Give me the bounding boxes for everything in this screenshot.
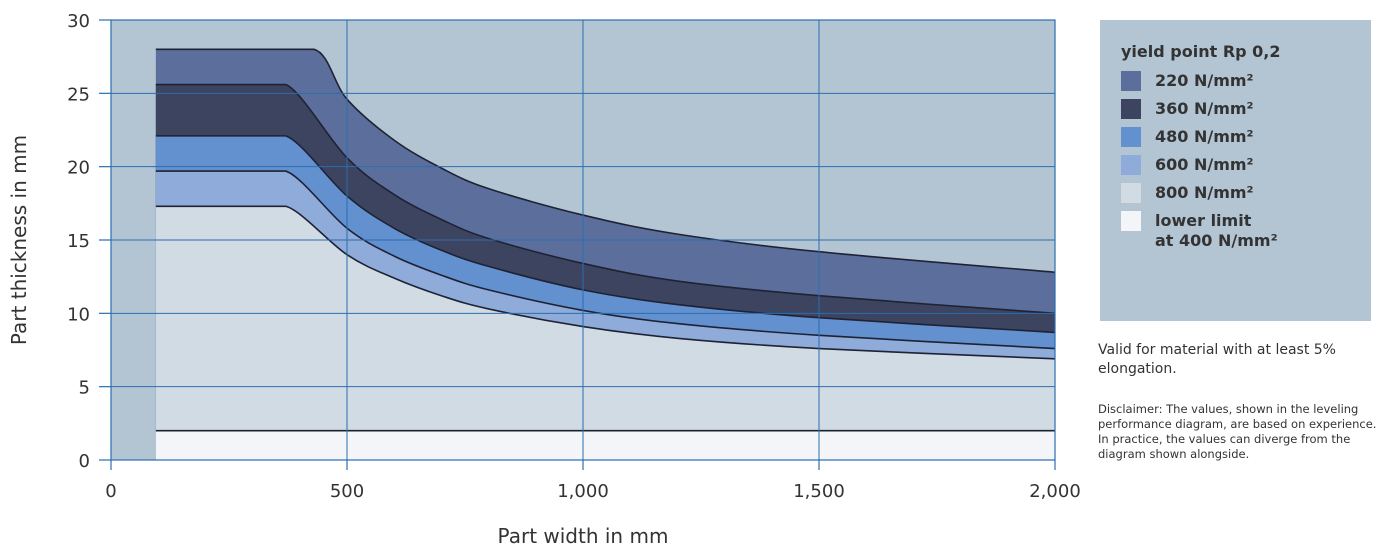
- legend-label: 480 N/mm²: [1155, 127, 1254, 146]
- legend-label: 800 N/mm²: [1155, 183, 1254, 202]
- x-tick-label: 1,000: [557, 481, 609, 502]
- y-tick-label: 25: [67, 84, 90, 105]
- x-tick-label: 2,000: [1029, 481, 1081, 502]
- legend-swatch: [1121, 183, 1141, 203]
- legend-item: lower limit at 400 N/mm²: [1121, 211, 1371, 251]
- series-1-line: [155, 48, 1056, 274]
- legend-items: 220 N/mm² 360 N/mm² 480 N/mm² 600 N/mm² 800 …: [1121, 71, 1371, 251]
- series-2-line: [155, 83, 1056, 315]
- y-axis-ticks: 0 5 10 15 20 25 30: [67, 11, 111, 472]
- x-axis-title: Part width in mm: [498, 524, 669, 548]
- series-3-line: [155, 135, 1056, 334]
- legend-swatch: [1121, 127, 1141, 147]
- y-tick-label: 15: [67, 231, 90, 252]
- x-tick-label: 1,500: [793, 481, 845, 502]
- series-6-area: [155, 430, 1056, 460]
- legend-item: 360 N/mm²: [1121, 99, 1371, 119]
- legend-item: 480 N/mm²: [1121, 127, 1371, 147]
- legend-label: lower limit at 400 N/mm²: [1155, 211, 1278, 250]
- legend-swatch: [1121, 99, 1141, 119]
- leveling-performance-chart: 0 500 1,000 1,500 2,000 0 5 10 15 20 25 30 Part wi…: [7, 11, 1081, 548]
- disclaimer-text: Disclaimer: The values, shown in the lev…: [1098, 402, 1377, 461]
- legend-label: 220 N/mm²: [1155, 71, 1254, 90]
- legend: yield point Rp 0,2 220 N/mm² 360 N/mm² 480…: [1100, 20, 1371, 321]
- series-5-area: [155, 206, 1056, 460]
- y-axis-title: Part thickness in mm: [7, 135, 31, 345]
- series-4-line: [155, 170, 1056, 350]
- x-tick-label: 0: [105, 481, 116, 502]
- legend-title: yield point Rp 0,2: [1121, 42, 1281, 61]
- legend-item: 600 N/mm²: [1121, 155, 1371, 175]
- y-tick-label: 30: [67, 11, 90, 32]
- x-axis-ticks: 0 500 1,000 1,500 2,000: [105, 460, 1081, 502]
- y-tick-label: 20: [67, 158, 90, 179]
- legend-label: 360 N/mm²: [1155, 99, 1254, 118]
- grid: [110, 19, 1056, 461]
- y-tick-label: 10: [67, 304, 90, 325]
- y-tick-label: 5: [79, 378, 90, 399]
- legend-swatch: [1121, 71, 1141, 91]
- validity-note: Valid for material with at least 5% elon…: [1098, 342, 1336, 377]
- legend-label: 600 N/mm²: [1155, 155, 1254, 174]
- legend-swatch: [1121, 155, 1141, 175]
- y-tick-label: 0: [79, 451, 90, 472]
- legend-item: 800 N/mm²: [1121, 183, 1371, 203]
- x-tick-label: 500: [330, 481, 364, 502]
- series-5-line: [155, 205, 1056, 360]
- legend-swatch: [1121, 211, 1141, 231]
- legend-item: 220 N/mm²: [1121, 71, 1371, 91]
